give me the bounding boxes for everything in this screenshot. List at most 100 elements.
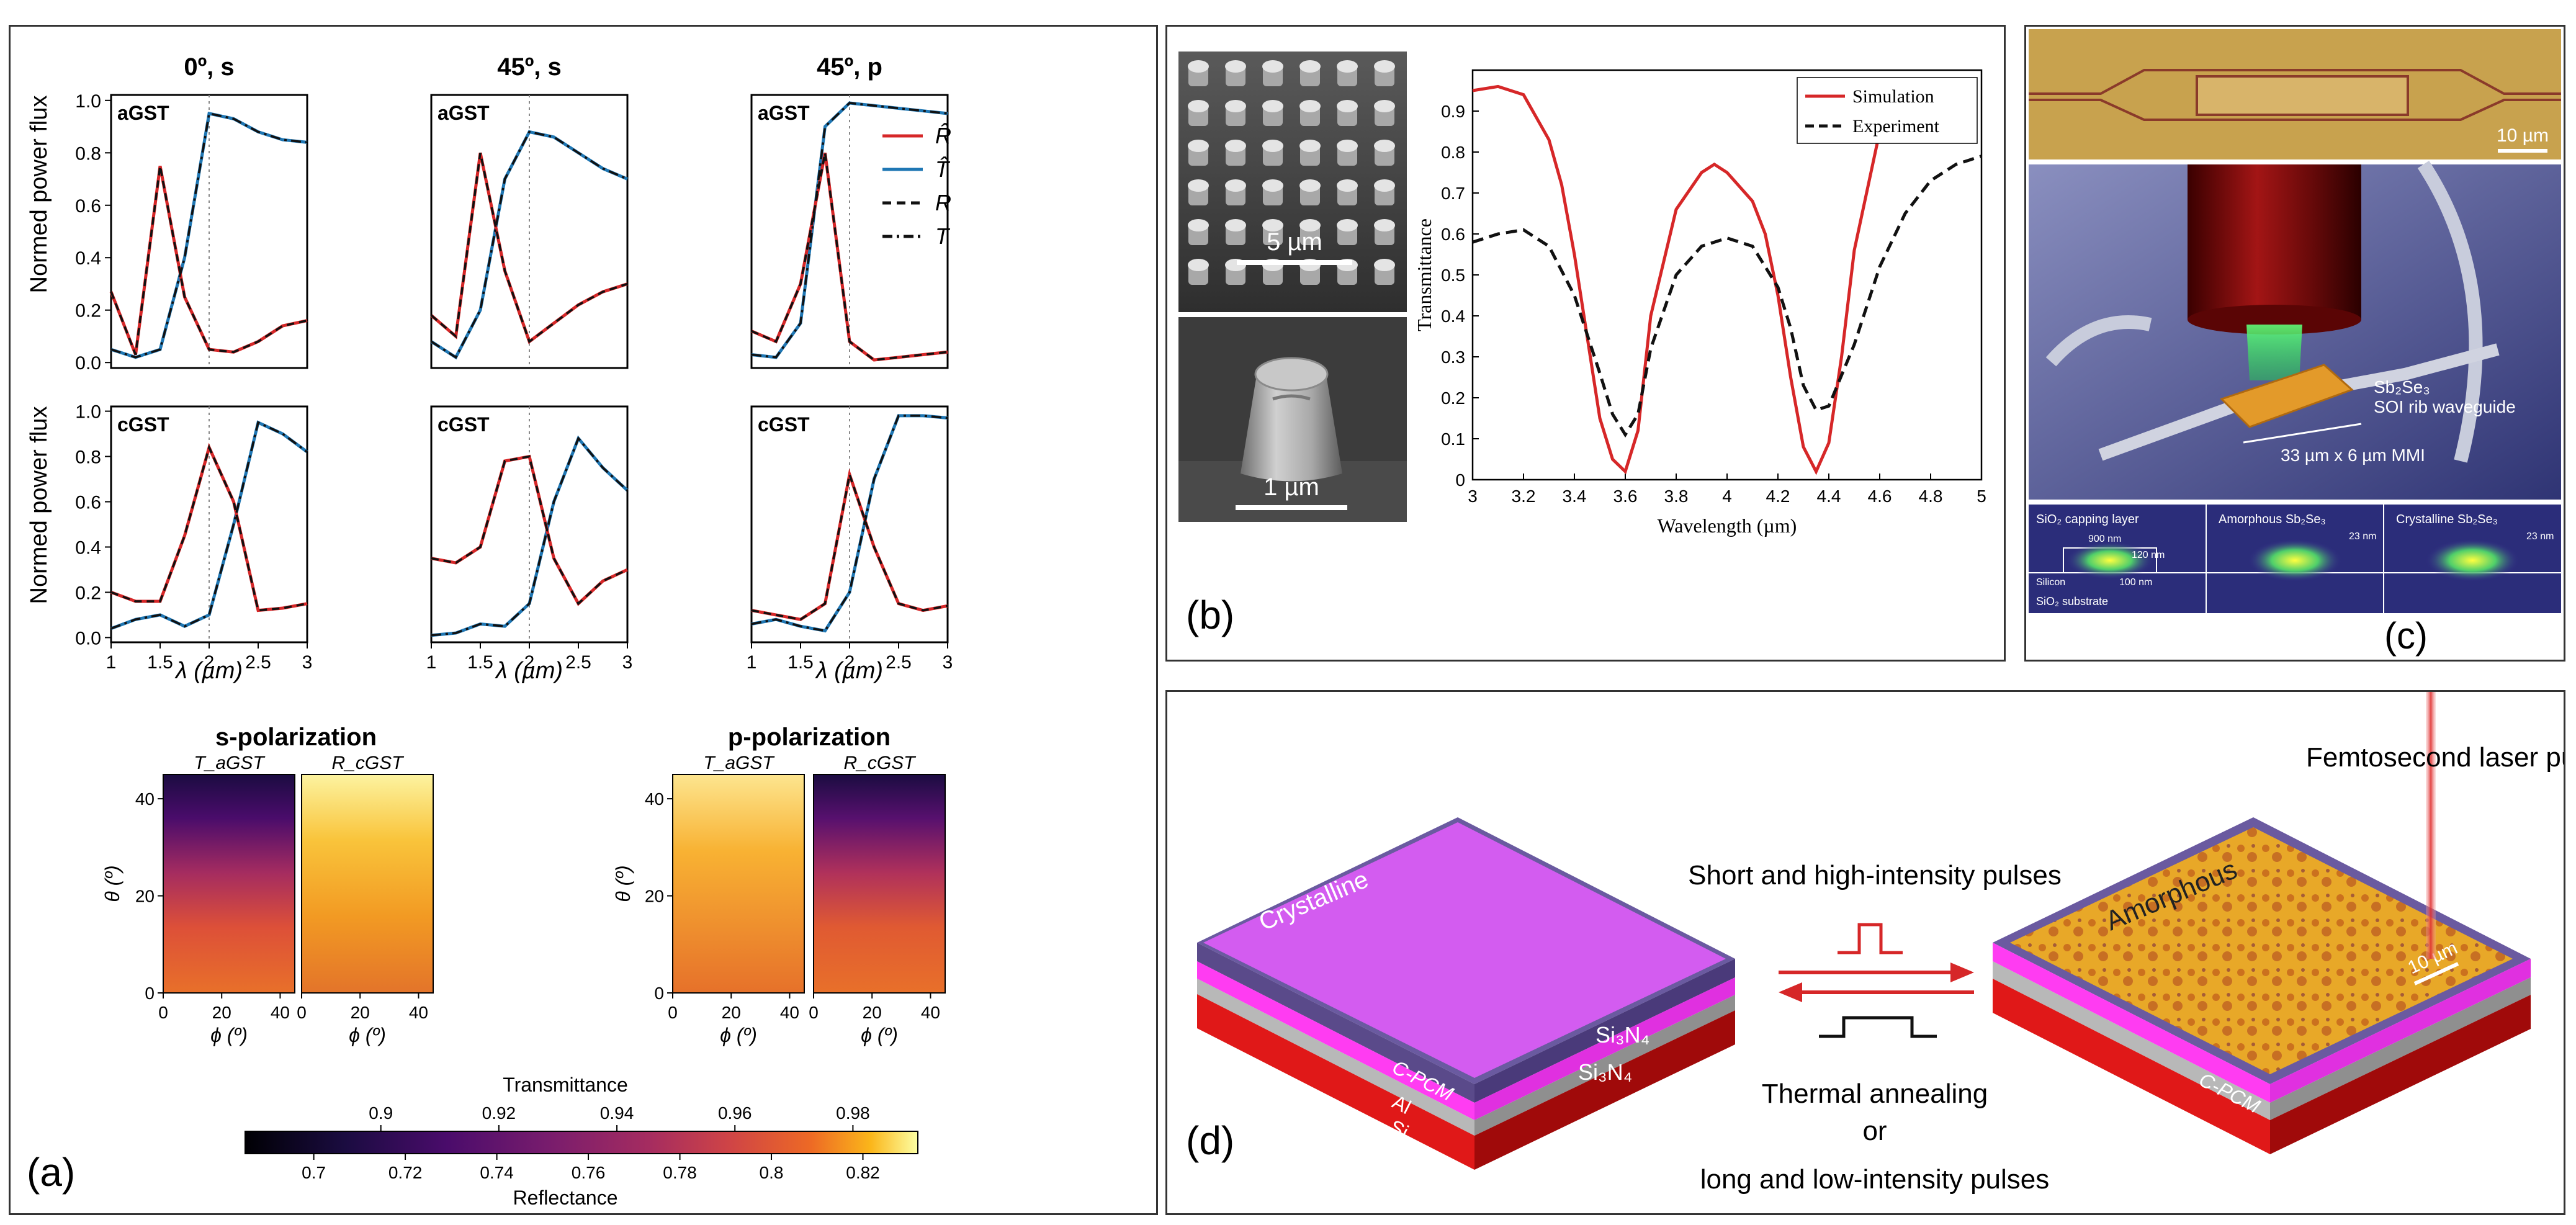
curve-t: [110, 421, 308, 630]
cs-dim-120: 120 nm: [2132, 550, 2165, 560]
chart-ytick-label: 0.9: [1441, 102, 1465, 121]
sem-pillar-top: [1299, 140, 1321, 152]
heatmap-ylabel-p: θ (º): [612, 865, 634, 902]
curve-r-hat: [751, 468, 948, 621]
heatmap-ytick-label: 20: [135, 887, 155, 906]
colorbar-bottom-tick-label: 0.8: [760, 1163, 784, 1182]
colorbar-bottom-tick-label: 0.76: [572, 1163, 606, 1182]
panel-c: 10 µm Sb₂Se₃ SOI rib waveguide 33 µm x 6…: [2024, 25, 2565, 662]
row-label: aGST: [438, 102, 490, 124]
heatmap-xtick-label: 40: [921, 1003, 940, 1022]
curve-r: [110, 444, 308, 612]
colorbar-bottom-tick-label: 0.74: [480, 1163, 514, 1182]
heatmap-xtick-label: 0: [809, 1003, 819, 1022]
left-stack: Crystalline Si₃N₄ Si₃N₄ C-PCM Al Si: [1197, 817, 1735, 1170]
legend-label-that: T̂: [935, 156, 951, 182]
laser-label: Femtosecond laser pulses: [2306, 742, 2564, 773]
annotation-waveguide: SOI rib waveguide: [2374, 397, 2516, 416]
ylabel-top: Normed power flux: [26, 96, 52, 294]
chart-xtick-label: 3.8: [1664, 487, 1689, 506]
sem-pillar-top: [1225, 100, 1246, 112]
colorbar-top-tick-label: 0.94: [600, 1103, 634, 1123]
xlabel-2: λ (µm): [495, 658, 563, 684]
heatmap-p-taGST: [672, 774, 805, 994]
right-scale-bar: [2413, 962, 2459, 985]
colorbar-bottom-tick-label: 0.72: [388, 1163, 423, 1182]
sem-pillar-top: [1225, 179, 1246, 192]
xtick-label: 1: [106, 652, 117, 673]
row-label: cGST: [438, 413, 490, 436]
sem-pillar-top: [1374, 60, 1395, 73]
chart-ytick-label: 0.4: [1441, 307, 1465, 326]
column-title-2: 45º, s: [497, 53, 562, 81]
panel-a-figure: aGST 0.0 0.2 0.4 0.6 0.8 1.0 aGST aGST cGST 0.0 0.2…: [26, 53, 953, 1209]
heatmap-ytick-label: 20: [645, 887, 664, 906]
chart-ytick-label: 0.6: [1441, 225, 1465, 244]
sem-pillar-top: [1225, 140, 1246, 152]
sem-pillar-top: [1374, 179, 1395, 192]
panel-c-figure: 10 µm Sb₂Se₃ SOI rib waveguide 33 µm x 6…: [2029, 29, 2561, 657]
colorbar-top-tick-label: 0.98: [836, 1103, 870, 1123]
legend-experiment-label: Experiment: [1852, 116, 1940, 137]
ytick-label: 0.6: [75, 493, 101, 513]
row-label: cGST: [758, 413, 810, 436]
sem-array-image: 5 µm: [1178, 52, 1407, 312]
heatmap-xtick-label: 40: [409, 1003, 428, 1022]
chart-xtick-label: 3.6: [1613, 487, 1638, 506]
sem-pillar-top: [1337, 219, 1358, 231]
curve-t-hat: [751, 414, 948, 633]
row-label: aGST: [117, 102, 169, 124]
curve-r: [751, 470, 948, 621]
panel-d-label: (d): [1186, 1118, 1234, 1163]
sem-pillar-top: [1299, 179, 1321, 192]
xtick-label: 2.5: [245, 652, 271, 673]
curve-t: [751, 102, 948, 359]
group-title-p: p-polarization: [728, 724, 891, 751]
sem-pillar-top: [1374, 219, 1395, 231]
sem-pillar-top: [1225, 219, 1246, 231]
cs-dim-23-a: 23 nm: [2349, 531, 2376, 542]
colorbar-bottom-tick-label: 0.82: [846, 1163, 880, 1182]
xtick-label: 2.5: [886, 652, 912, 673]
curve-r: [110, 166, 308, 356]
heatmap-ylabel-s: θ (º): [101, 865, 123, 902]
column-title-1: 0º, s: [184, 53, 234, 81]
sem-pillar-top: [1188, 259, 1209, 271]
heatmap-xtick-label: 0: [297, 1003, 307, 1022]
series-experiment-line: [1472, 155, 1982, 438]
chart-ytick-label: 0.5: [1441, 266, 1465, 285]
ytick-label: 0.0: [75, 628, 101, 648]
cs-dim-100: 100 nm: [2119, 577, 2152, 588]
legend-label-r: R: [935, 190, 951, 215]
or-label: or: [1862, 1116, 1887, 1146]
ytick-label: 1.0: [75, 402, 101, 423]
xtick-label: 2: [204, 652, 215, 673]
chart-ytick-label: 0.3: [1441, 348, 1465, 367]
sem-pillar-top: [1262, 179, 1283, 192]
chart-xtick-label: 4: [1722, 487, 1732, 506]
ytick-label: 0.8: [75, 143, 101, 164]
colorbar-bottom-tick-label: 0.7: [302, 1163, 326, 1182]
heatmap-xlabel-3: ϕ (º): [720, 1024, 757, 1046]
heatmap-xtick-label: 40: [271, 1003, 290, 1022]
heatmap-xtick-label: 20: [351, 1003, 370, 1022]
ytick-label: 1.0: [75, 91, 101, 112]
heatmap-title-3: T_aGST: [703, 753, 775, 773]
xlabel-1: λ (µm): [174, 658, 243, 684]
cs-dim-23-c: 23 nm: [2526, 531, 2554, 542]
sem-pillar-top: [1337, 100, 1358, 112]
long-pulses-label: long and low-intensity pulses: [1700, 1164, 2050, 1195]
ytick-label: 0.8: [75, 447, 101, 468]
heatmap-ytick-label: 40: [645, 789, 664, 809]
ytick-label: 0.4: [75, 248, 101, 269]
panel-b: 5 µm 1 µm 3 3.2 3.4 3.6 3.8 4 4.2 4.4 4.6 4.8 5 0 0.…: [1165, 25, 2006, 662]
xtick-label: 1: [426, 652, 437, 673]
heatmap-xtick-label: 20: [863, 1003, 882, 1022]
sem-pillar-top: [1299, 219, 1321, 231]
curve-r-hat: [110, 442, 308, 612]
sem-pillar-top: [1188, 219, 1209, 231]
colorbar: [245, 1131, 918, 1154]
device-render: Sb₂Se₃ SOI rib waveguide 33 µm x 6 µm MM…: [2029, 160, 2561, 500]
sem-pillar-top: [1188, 100, 1209, 112]
right-stack: Amorphous C-PCM 10 µm: [1993, 817, 2531, 1154]
